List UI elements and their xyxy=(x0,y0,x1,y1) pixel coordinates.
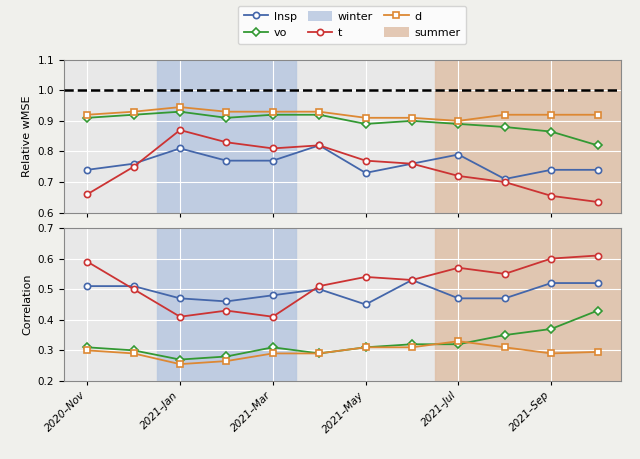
Bar xyxy=(157,228,296,381)
Bar xyxy=(435,228,621,381)
Y-axis label: Relative wMSE: Relative wMSE xyxy=(22,95,32,177)
Bar xyxy=(435,60,621,213)
Bar xyxy=(157,60,296,213)
Y-axis label: Correlation: Correlation xyxy=(22,274,32,335)
Legend: lnsp, vo, winter, t, d, summer: lnsp, vo, winter, t, d, summer xyxy=(238,6,466,44)
